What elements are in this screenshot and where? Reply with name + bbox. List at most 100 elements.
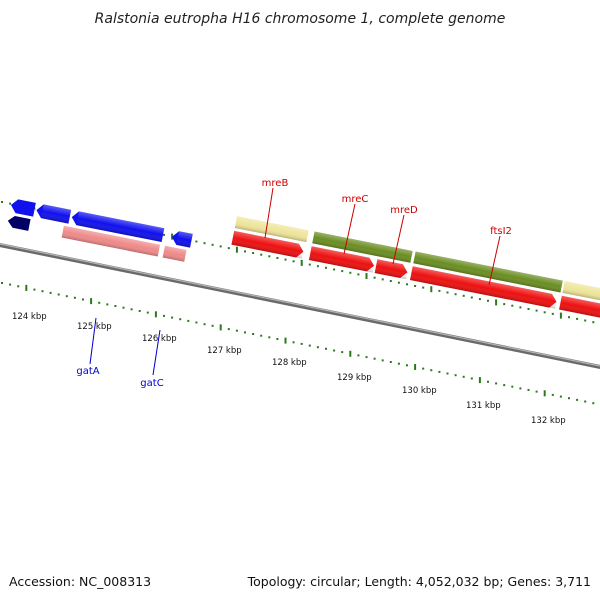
minor-tick (9, 202, 12, 205)
gene-labels-bottom (89, 317, 161, 376)
gene-label-mreb[interactable]: mreB (262, 178, 289, 189)
gene-label-gatc[interactable]: gatC (140, 378, 163, 389)
minor-tick (227, 328, 230, 331)
minor-tick (260, 253, 263, 256)
minor-tick (316, 265, 319, 268)
minor-tick (438, 289, 441, 292)
minor-tick (57, 293, 60, 296)
minor-tick (41, 290, 44, 293)
minor-tick (163, 314, 165, 317)
minor-tick (49, 291, 52, 294)
minor-tick (163, 233, 165, 236)
minor-tick (1, 282, 3, 284)
gene-label-ftsi2[interactable]: ftsI2 (490, 226, 512, 237)
minor-tick (470, 377, 473, 380)
minor-tick (284, 258, 287, 261)
minor-tick (406, 364, 408, 367)
minor-tick (559, 395, 562, 398)
major-tick (495, 299, 498, 306)
minor-tick (462, 375, 465, 378)
minor-tick (211, 243, 214, 246)
minor-tick (503, 384, 506, 387)
major-tick (559, 312, 562, 319)
scale-label: 132 kbp (531, 416, 566, 426)
minor-tick (341, 351, 344, 354)
minor-tick (325, 347, 327, 350)
minor-tick (551, 312, 554, 315)
minor-tick (422, 286, 425, 289)
minor-tick (106, 303, 109, 306)
minor-tick (130, 308, 133, 311)
minor-tick (252, 333, 255, 335)
minor-tick (406, 283, 408, 286)
minor-tick (519, 306, 522, 309)
gene-label-mred[interactable]: mreD (390, 205, 418, 216)
minor-tick (211, 324, 214, 327)
minor-tick (535, 390, 538, 393)
scale-label: 128 kbp (272, 358, 307, 368)
minor-tick (357, 354, 360, 357)
major-tick (543, 390, 546, 397)
scale-label: 130 kbp (402, 386, 437, 396)
cds-feature[interactable] (10, 198, 36, 217)
minor-tick (260, 334, 263, 337)
scale-label: 126 kbp (142, 334, 177, 344)
minor-tick (454, 293, 457, 296)
minor-tick (576, 398, 579, 401)
major-tick (154, 311, 157, 318)
minor-tick (203, 242, 206, 245)
scale-label: 124 kbp (12, 312, 47, 322)
minor-tick (357, 273, 360, 276)
minor-tick (292, 341, 295, 344)
scale-label: 131 kbp (466, 401, 501, 411)
major-tick (365, 273, 368, 280)
minor-tick (454, 374, 457, 377)
minor-tick (33, 288, 36, 291)
minor-tick (478, 298, 481, 301)
ticks-bottom (1, 282, 595, 405)
minor-tick (341, 270, 344, 273)
minor-tick (446, 372, 449, 375)
backbone-line (0, 242, 600, 370)
minor-tick (195, 321, 198, 324)
scale-label: 125 kbp (77, 322, 112, 332)
minor-tick (203, 323, 206, 326)
minor-tick (592, 321, 595, 324)
minor-tick (1, 201, 3, 203)
major-tick (478, 377, 481, 384)
minor-tick (308, 263, 311, 266)
minor-tick (487, 380, 489, 383)
major-tick (414, 364, 417, 370)
gene-label-gata[interactable]: gatA (76, 366, 99, 377)
scale-label: 127 kbp (207, 346, 242, 356)
minor-tick (397, 362, 400, 365)
minor-tick (389, 361, 392, 363)
minor-tick (519, 387, 522, 390)
minor-tick (73, 296, 76, 299)
major-tick (349, 350, 352, 357)
major-tick (171, 233, 174, 240)
minor-tick (487, 299, 489, 302)
minor-tick (414, 285, 417, 287)
minor-tick (235, 329, 238, 332)
minor-tick (9, 283, 12, 286)
minor-tick (446, 291, 449, 294)
cds-feature[interactable] (7, 215, 31, 231)
minor-tick (576, 317, 579, 320)
minor-tick (333, 268, 336, 271)
gene-label-mrec[interactable]: mreC (342, 194, 369, 205)
minor-tick (584, 400, 587, 403)
minor-tick (195, 240, 198, 243)
gene-labels-top (264, 187, 501, 286)
major-tick (219, 324, 222, 331)
minor-tick (373, 276, 376, 279)
minor-tick (462, 294, 465, 297)
minor-tick (495, 382, 498, 385)
minor-tick (365, 356, 368, 359)
map-title: Ralstonia eutropha H16 chromosome 1, com… (95, 11, 506, 27)
minor-tick (300, 342, 303, 345)
minor-tick (179, 318, 182, 321)
minor-tick (389, 280, 392, 282)
minor-tick (470, 296, 473, 299)
minor-tick (568, 397, 570, 400)
